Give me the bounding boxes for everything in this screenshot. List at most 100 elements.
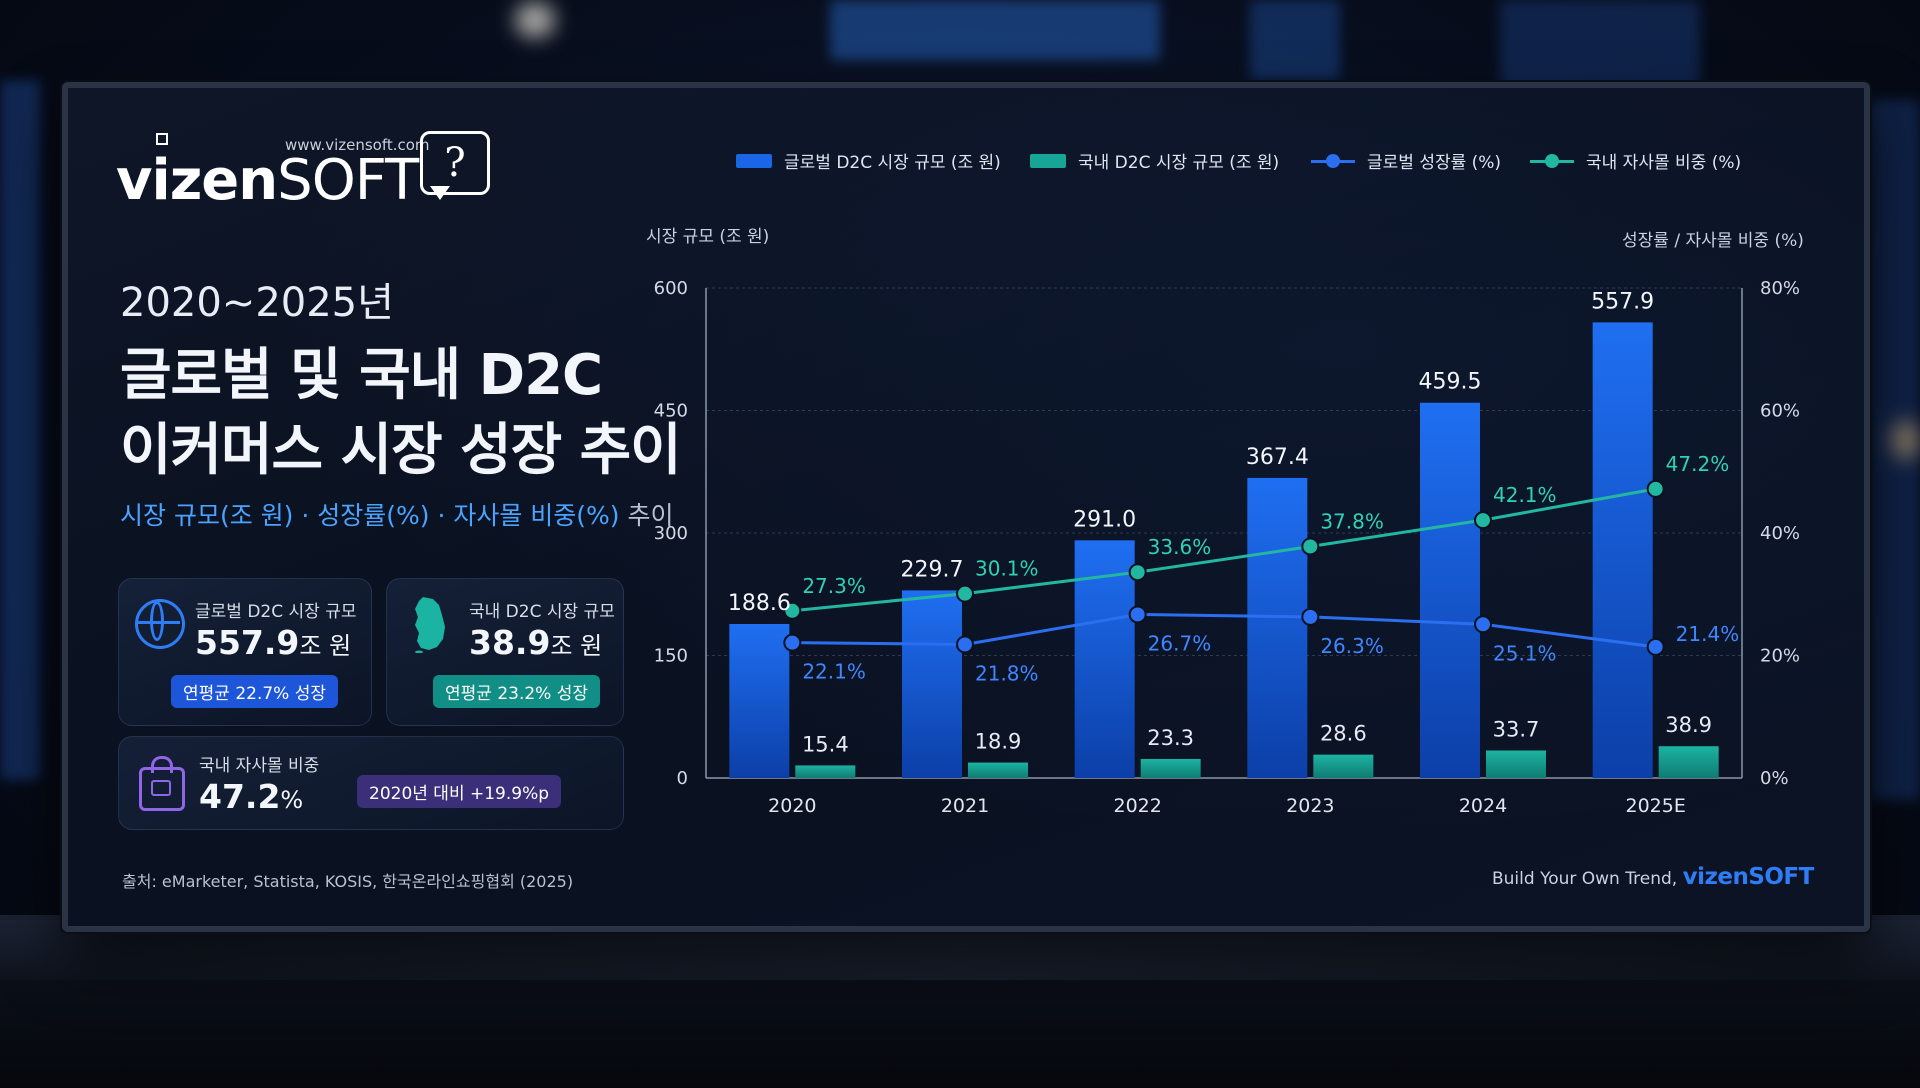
y-tick-label: 0: [677, 768, 688, 789]
bar-label-global: 367.4: [1246, 445, 1309, 470]
bar-global: [1592, 322, 1653, 778]
point-label-own-mall-share: 30.1%: [975, 557, 1039, 581]
x-tick-label: 2025E: [1625, 795, 1685, 817]
point-label-own-mall-share: 42.1%: [1493, 483, 1557, 507]
x-tick-label: 2021: [941, 795, 989, 817]
background-window: [1500, 0, 1700, 90]
question-bubble-tail: [430, 186, 450, 200]
point-global-growth: [1301, 607, 1320, 626]
brand-url: www.vizensoft.com: [285, 136, 430, 154]
bar-label-domestic: 18.9: [975, 730, 1022, 754]
y2-tick-label: 0%: [1760, 768, 1789, 789]
growth-badge: 연평균 23.2% 성장: [433, 675, 601, 708]
bar-domestic: [1658, 746, 1719, 778]
background-window: [1250, 0, 1340, 80]
background-window: [0, 80, 40, 780]
line-global-growth: [792, 612, 1656, 649]
background-light: [1890, 420, 1920, 460]
y-axis-title: 시장 규모 (조 원): [646, 227, 770, 247]
stat-card-domestic: 국내 D2C 시장 규모 38.9조 원 연평균 23.2% 성장: [386, 578, 624, 726]
stat-card-label: 글로벌 D2C 시장 규모: [195, 602, 357, 622]
point-global-growth: [956, 635, 974, 654]
y2-tick-label: 40%: [1760, 523, 1800, 544]
legend-item-global-growth: 글로벌 성장률 (%): [1311, 148, 1501, 173]
y2-tick-label: 60%: [1760, 401, 1800, 422]
desk-surface: [0, 915, 1920, 1088]
brand-wordmark-light: SOFT: [277, 148, 419, 213]
bar-label-global: 291.0: [1073, 507, 1136, 532]
x-tick-label: 2023: [1286, 795, 1334, 817]
point-own-mall-share: [1128, 563, 1147, 582]
logo-dot: [156, 133, 168, 145]
bar-global: [729, 623, 790, 778]
y-tick-label: 150: [654, 646, 688, 667]
point-global-growth: [1646, 637, 1665, 656]
legend-item-own-mall-share: 국내 자사몰 비중 (%): [1530, 148, 1741, 173]
point-label-global-growth: 22.1%: [802, 660, 866, 684]
bar-label-global: 557.9: [1591, 289, 1654, 314]
brand-wordmark: vizenSOFT: [116, 148, 419, 213]
point-global-growth: [1474, 615, 1492, 634]
bar-label-domestic: 33.7: [1493, 717, 1540, 741]
bar-label-domestic: 23.3: [1147, 726, 1194, 750]
y2-axis-title: 성장률 / 자사몰 비중 (%): [1622, 231, 1804, 251]
stat-card-global: 글로벌 D2C 시장 규모 557.9조 원 연평균 22.7% 성장: [118, 578, 372, 726]
bar-domestic: [968, 762, 1028, 778]
x-tick-label: 2022: [1113, 795, 1161, 817]
globe-icon: [135, 599, 185, 649]
point-label-own-mall-share: 33.6%: [1148, 535, 1212, 559]
point-global-growth: [1128, 605, 1147, 624]
bar-domestic: [1313, 754, 1374, 778]
chart-legend: 글로벌 D2C 시장 규모 (조 원) 국내 D2C 시장 규모 (조 원) 글…: [736, 148, 1756, 174]
stat-card-value: 47.2%: [199, 777, 303, 816]
footer-tagline-text: Build Your Own Trend,: [1492, 869, 1678, 889]
y2-tick-label: 80%: [1760, 278, 1800, 299]
point-label-global-growth: 26.3%: [1320, 634, 1384, 658]
x-tick-label: 2020: [768, 795, 816, 817]
stat-value-number: 557.9: [195, 623, 300, 662]
stat-card-label: 국내 자사몰 비중: [199, 756, 320, 776]
stat-card-own-mall: 국내 자사몰 비중 47.2% 2020년 대비 +19.9%p: [118, 736, 624, 830]
point-label-global-growth: 26.7%: [1148, 631, 1212, 655]
brand-wordmark-bold: vizen: [116, 148, 278, 213]
point-label-own-mall-share: 47.2%: [1666, 452, 1730, 476]
bar-label-domestic: 28.6: [1320, 722, 1367, 746]
bar-global: [1247, 477, 1308, 778]
shopping-bag-icon: [139, 756, 185, 811]
legend-swatch: [1311, 153, 1355, 168]
question-bubble-icon: ?: [420, 131, 490, 195]
footer-brand-logo: vizenSOFT: [1682, 864, 1815, 890]
legend-label: 국내 자사몰 비중 (%): [1586, 153, 1742, 173]
bar-domestic: [1486, 750, 1546, 778]
y-tick-label: 450: [654, 401, 688, 422]
background-window: [830, 0, 1160, 60]
bar-label-domestic: 15.4: [802, 732, 849, 756]
bar-label-global: 229.7: [901, 557, 964, 582]
point-label-own-mall-share: 37.8%: [1320, 509, 1384, 533]
bar-domestic: [1140, 758, 1201, 778]
stat-value-number: 38.9: [469, 623, 551, 662]
legend-swatch: [736, 153, 772, 168]
growth-badge: 연평균 22.7% 성장: [171, 675, 339, 708]
page-title-line1: 글로벌 및 국내 D2C: [120, 343, 603, 408]
point-own-mall-share: [1474, 511, 1492, 530]
legend-swatch: [1030, 153, 1066, 168]
point-own-mall-share: [956, 584, 974, 603]
chart-source: 출처: eMarketer, Statista, KOSIS, 한국온라인쇼핑협…: [122, 872, 574, 891]
legend-swatch: [1530, 153, 1574, 168]
stat-card-label: 국내 D2C 시장 규모: [469, 602, 615, 622]
stat-card-value: 38.9조 원: [469, 623, 602, 662]
footer-tagline: Build Your Own Trend, vizenSOFT: [1492, 864, 1814, 890]
stat-value-unit: 조 원: [550, 632, 603, 660]
subtitle-suffix: 추이: [619, 501, 674, 530]
bar-domestic: [795, 765, 856, 778]
point-own-mall-share: [1646, 479, 1665, 498]
bar-label-global: 459.5: [1419, 370, 1482, 395]
stat-card-value: 557.9조 원: [195, 623, 351, 662]
y2-tick-label: 20%: [1760, 646, 1800, 667]
subtitle-metrics: 시장 규모(조 원) · 성장률(%) · 자사몰 비중(%): [120, 501, 620, 530]
change-badge: 2020년 대비 +19.9%p: [357, 775, 562, 808]
point-label-own-mall-share: 27.3%: [802, 574, 866, 598]
background-light: [515, 2, 555, 38]
point-global-growth: [783, 633, 802, 652]
